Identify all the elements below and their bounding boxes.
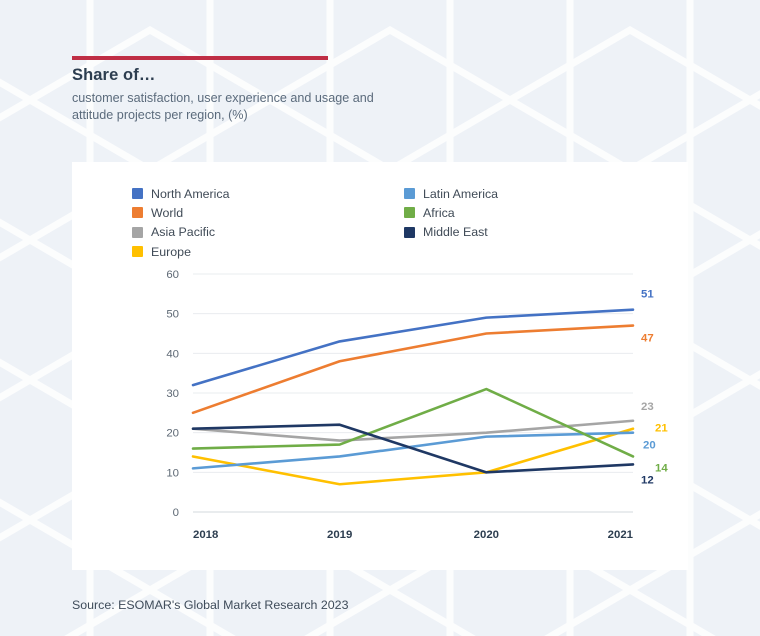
legend-item-latin-america[interactable]: Latin America xyxy=(404,184,594,203)
chart-series-lines xyxy=(191,308,635,486)
y-axis-tick-label: 20 xyxy=(166,428,179,440)
series-line-europe xyxy=(191,427,635,486)
chart-gridlines xyxy=(193,273,633,513)
end-label-africa: 14 xyxy=(655,462,668,474)
y-axis-tick-label: 50 xyxy=(166,309,179,321)
y-axis-tick-label: 10 xyxy=(166,467,179,479)
end-label-europe: 21 xyxy=(655,423,668,435)
legend-swatch-icon xyxy=(404,188,415,200)
legend-item-middle-east[interactable]: Middle East xyxy=(404,223,594,242)
end-label-asia-pacific: 23 xyxy=(641,401,654,413)
y-axis-tick-label: 40 xyxy=(166,348,179,360)
legend-swatch-icon xyxy=(404,226,415,238)
legend-label: Latin America xyxy=(423,186,499,201)
legend-label: Middle East xyxy=(423,225,488,240)
source-caption: Source: ESOMAR's Global Market Research … xyxy=(72,598,349,612)
legend-item-europe[interactable]: Europe xyxy=(132,242,404,261)
end-label-north-america: 51 xyxy=(641,289,654,301)
chart-y-axis-labels: 0 10 20 30 40 50 60 xyxy=(166,269,179,519)
end-label-latin-america: 20 xyxy=(643,440,656,452)
legend-item-africa[interactable]: Africa xyxy=(404,203,594,222)
legend-swatch-icon xyxy=(404,207,415,219)
series-line-asia-pacific xyxy=(191,419,635,442)
page-title: Share of… xyxy=(72,66,156,84)
x-axis-tick-label: 2020 xyxy=(474,529,499,541)
y-axis-tick-label: 0 xyxy=(173,507,179,519)
end-label-world: 47 xyxy=(641,333,654,345)
legend-item-north-america[interactable]: North America xyxy=(132,184,404,203)
legend-swatch-icon xyxy=(132,246,143,258)
legend-label: North America xyxy=(151,186,230,201)
x-axis-tick-label: 2018 xyxy=(193,529,218,541)
chart-plot-area: 0 10 20 30 40 50 60 51 47 23 21 20 14 12 2018 2019 202… xyxy=(72,258,688,570)
accent-bar xyxy=(72,56,328,60)
legend-label: Africa xyxy=(423,205,455,220)
legend-swatch-icon xyxy=(132,188,143,200)
legend-label: Asia Pacific xyxy=(151,225,216,240)
series-line-latin-america xyxy=(191,431,635,470)
series-line-north-america xyxy=(191,308,635,387)
chart-x-axis-labels: 2018 2019 2020 2021 xyxy=(193,529,634,541)
legend-swatch-icon xyxy=(132,226,143,238)
page-subtitle: customer satisfaction, user experience a… xyxy=(72,91,374,122)
legend-label: Europe xyxy=(151,244,191,259)
legend-label: World xyxy=(151,205,184,220)
x-axis-tick-label: 2019 xyxy=(327,529,352,541)
end-label-middle-east: 12 xyxy=(641,474,654,486)
x-axis-tick-label: 2021 xyxy=(608,529,634,541)
legend-item-asia-pacific[interactable]: Asia Pacific xyxy=(132,223,404,242)
series-line-middle-east xyxy=(191,423,635,474)
legend-swatch-icon xyxy=(132,207,143,219)
y-axis-tick-label: 60 xyxy=(166,269,179,281)
series-line-africa xyxy=(191,387,635,458)
chart-legend: North America World Asia Pacific Europe … xyxy=(132,184,592,261)
chart-card: North America World Asia Pacific Europe … xyxy=(72,162,688,570)
legend-item-world[interactable]: World xyxy=(132,203,404,222)
y-axis-tick-label: 30 xyxy=(166,388,179,400)
series-line-world xyxy=(191,324,635,415)
